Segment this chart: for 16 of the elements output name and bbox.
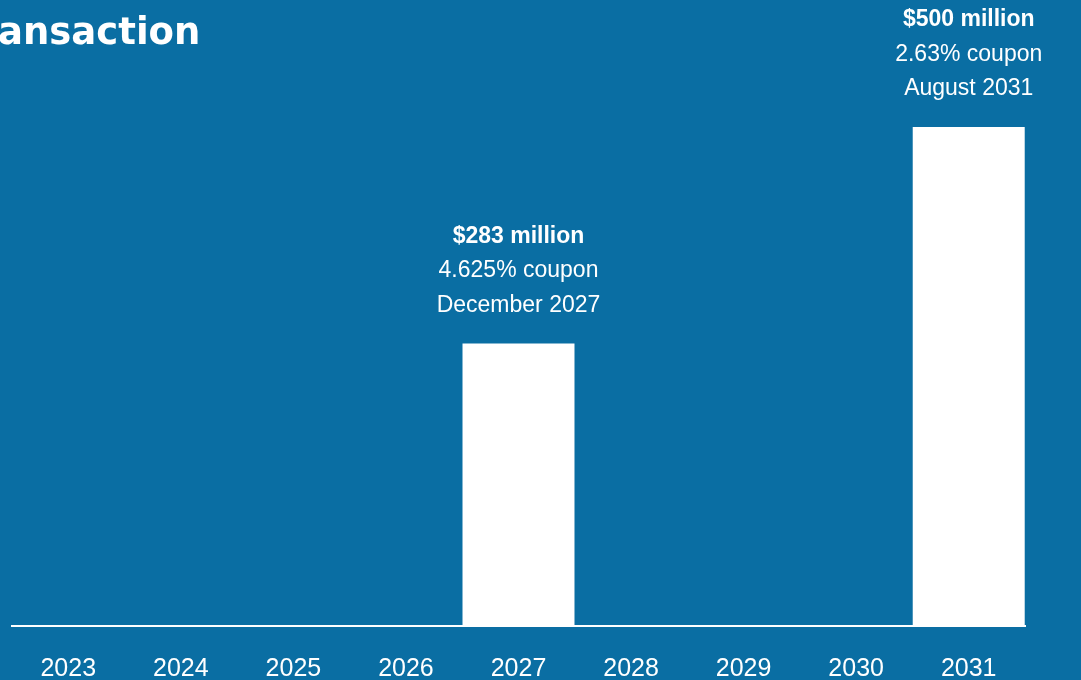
x-tick-label: 2031 — [940, 652, 997, 680]
x-tick-label: 2030 — [828, 652, 884, 680]
x-tick-label: 2025 — [265, 652, 322, 680]
x-tick-label: 2027 — [490, 652, 547, 680]
x-tick-label: 2023 — [40, 652, 97, 680]
x-tick-label: 2026 — [378, 652, 434, 680]
text: $500 million — [902, 5, 1035, 32]
annotation: December 2027 — [436, 290, 601, 317]
annotation: $283 million — [452, 221, 585, 248]
x-tick-label: 2029 — [715, 652, 772, 680]
x-tick-label: 2024 — [153, 652, 209, 680]
x-tick-label: 2028 — [603, 652, 659, 680]
annotation: 4.625% coupon — [438, 256, 599, 283]
text: 2.63% coupon — [895, 39, 1043, 66]
text: August 2031 — [904, 74, 1034, 101]
chart-title: ansaction — [0, 10, 201, 53]
